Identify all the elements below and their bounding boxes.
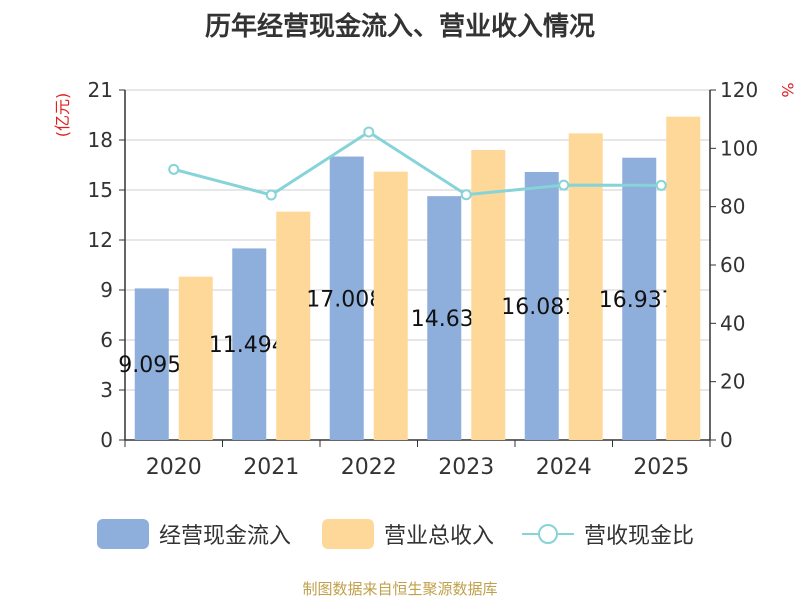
- bar-revenue: [568, 133, 603, 441]
- bar-data-label: 11.494: [209, 333, 286, 358]
- ratio-point: [265, 189, 277, 201]
- right-axis-tick-label: 60: [720, 253, 745, 277]
- bar-cash-inflow: [622, 157, 657, 440]
- ratio-line: [173, 130, 662, 197]
- ratio-point: [363, 126, 375, 138]
- left-axis-tick-label: 6: [100, 328, 113, 352]
- left-axis-title: (亿元): [53, 93, 72, 138]
- right-axis-tick-label: 40: [720, 311, 745, 335]
- left-axis-tick-label: 0: [100, 428, 113, 452]
- right-axis-tick-label: 120: [720, 78, 758, 102]
- x-axis-tick-label: 2021: [243, 455, 299, 480]
- bar-revenue: [666, 116, 701, 441]
- bar-data-label: 16.081: [501, 295, 578, 320]
- bar-revenue: [276, 211, 311, 440]
- x-axis-tick-label: 2025: [633, 455, 689, 480]
- right-axis-tick-label: 20: [720, 370, 745, 394]
- bar-cash-inflow: [524, 171, 559, 440]
- legend-label-ratio: 营收现金比: [584, 524, 695, 549]
- left-axis-tick-label: 12: [88, 228, 113, 252]
- bar-data-label: 9.095: [118, 353, 181, 378]
- right-axis-tick-label: 80: [720, 195, 745, 219]
- ratio-point: [460, 189, 472, 201]
- legend-line-marker-icon: [522, 524, 574, 544]
- right-axis-tick-label: 0: [720, 428, 733, 452]
- right-axis-title: %: [778, 82, 797, 97]
- bar-cash-inflow: [329, 156, 364, 441]
- source-note: 制图数据来自恒生聚源数据库: [302, 580, 498, 598]
- bar-cash-inflow: [427, 196, 462, 440]
- legend-label-revenue: 营业总收入: [384, 524, 495, 549]
- bar-data-label: 16.937: [599, 288, 676, 313]
- x-axis-tick-label: 2022: [341, 455, 397, 480]
- legend-item-ratio[interactable]: 营收现金比: [522, 517, 694, 551]
- x-axis-tick-label: 2023: [438, 455, 494, 480]
- bar-revenue: [373, 171, 408, 440]
- legend-label-cash-inflow: 经营现金流入: [159, 524, 292, 549]
- legend-item-revenue[interactable]: 营业总收入: [322, 517, 494, 551]
- x-axis-tick-label: 2024: [536, 455, 592, 480]
- ratio-point: [168, 163, 180, 175]
- legend-swatch-revenue: [322, 519, 374, 549]
- left-axis-tick-label: 15: [88, 178, 113, 202]
- left-axis-tick-label: 9: [100, 278, 113, 302]
- bar-revenue: [178, 276, 213, 440]
- bar-cash-inflow: [134, 288, 169, 440]
- bar-cash-inflow: [232, 248, 267, 440]
- left-axis-tick-label: 21: [88, 78, 113, 102]
- left-axis-tick-label: 3: [100, 378, 113, 402]
- bar-data-label: 17.008: [306, 287, 383, 312]
- chart-title: 历年经营现金流入、营业收入情况: [204, 12, 595, 42]
- bar-data-label: 14.63: [411, 307, 474, 332]
- ratio-point: [558, 179, 570, 191]
- x-axis-tick-label: 2020: [146, 455, 202, 480]
- legend-item-cash-inflow[interactable]: 经营现金流入: [97, 517, 291, 551]
- right-axis-tick-label: 100: [720, 136, 758, 160]
- legend-swatch-cash-inflow: [97, 519, 149, 549]
- bar-revenue: [471, 150, 506, 440]
- left-axis-tick-label: 18: [88, 128, 113, 152]
- ratio-point: [655, 179, 667, 191]
